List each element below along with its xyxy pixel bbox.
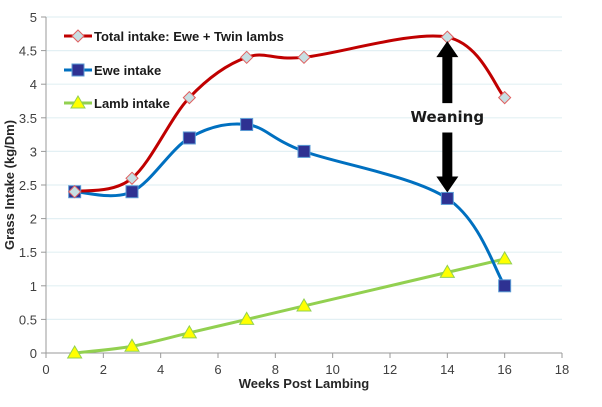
square-marker: [125, 185, 139, 199]
x-tick-label: 18: [555, 362, 569, 377]
legend-square-icon: [71, 63, 85, 77]
legend-label: Ewe intake: [94, 63, 161, 78]
y-tick-label: 0: [30, 346, 37, 361]
triangle-marker: [439, 264, 456, 278]
arrow-down-icon: [436, 132, 459, 193]
triangle-marker: [124, 338, 140, 352]
diamond-marker: [497, 90, 512, 105]
x-tick-label: 6: [214, 362, 221, 377]
x-tick-label: 14: [440, 362, 454, 377]
diamond-marker: [297, 50, 311, 65]
x-tick-label: 8: [272, 362, 279, 377]
square-marker: [440, 191, 454, 205]
triangle-marker: [496, 250, 513, 265]
y-tick-label: 2: [30, 212, 37, 227]
series-layer: [66, 30, 513, 359]
y-tick-label: 4: [30, 77, 37, 92]
x-tick-label: 0: [42, 362, 49, 377]
legend-diamond-icon: [71, 29, 85, 43]
legend-label: Lamb intake: [94, 96, 170, 111]
y-axis-title: Grass Intake (kg/Dm): [2, 120, 17, 250]
arrow-up-icon: [436, 41, 459, 104]
y-tick-label: 0.5: [19, 312, 37, 327]
weaning-annotation: Weaning: [411, 41, 485, 193]
y-tick-label: 1.5: [19, 245, 37, 260]
legend-label: Total intake: Ewe + Twin lambs: [94, 29, 284, 44]
triangle-marker: [296, 297, 312, 312]
series-line: [74, 257, 506, 355]
axes: 0 0.5 1 1.5 2 2.5 3 3.5 4 4.5 5 0 2 4 6 8 10 12 14 16 18: [19, 10, 569, 377]
annotation-label: Weaning: [411, 108, 485, 126]
x-tick-label: 2: [100, 362, 107, 377]
square-marker: [240, 118, 254, 132]
diamond-marker: [67, 185, 82, 199]
y-tick-label: 5: [30, 10, 37, 25]
triangle-marker: [181, 324, 198, 339]
square-marker: [297, 144, 311, 158]
square-marker: [498, 279, 512, 293]
y-tick-label: 1: [30, 279, 37, 294]
y-tick-label: 3: [30, 144, 37, 159]
y-tick-label: 2.5: [19, 178, 37, 193]
triangle-marker: [238, 311, 255, 325]
triangle-marker: [66, 345, 83, 359]
x-tick-label: 4: [157, 362, 164, 377]
x-tick-label: 10: [325, 362, 339, 377]
y-tick-label: 3.5: [19, 111, 37, 126]
diamond-marker: [239, 50, 254, 65]
diamond-marker: [182, 90, 197, 105]
y-tick-label: 4.5: [19, 44, 37, 59]
legend-triangle-icon: [70, 95, 86, 109]
legend: Total intake: Ewe + Twin lambs Ewe intake…: [64, 29, 284, 111]
x-tick-label: 12: [383, 362, 397, 377]
x-axis-title: Weeks Post Lambing: [239, 376, 370, 391]
diamond-marker: [125, 171, 139, 185]
series-line: [74, 122, 506, 287]
square-marker: [182, 131, 196, 145]
x-tick-label: 16: [497, 362, 511, 377]
